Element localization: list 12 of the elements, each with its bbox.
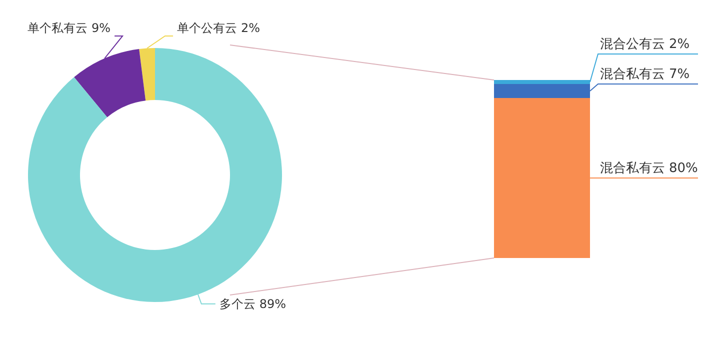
data-label: 2% bbox=[241, 21, 260, 36]
slice-label: 单个公有云 bbox=[177, 21, 238, 36]
data-label: 89% bbox=[259, 297, 286, 312]
data-label: 9% bbox=[92, 21, 111, 36]
series-label: 混合私有云 bbox=[600, 67, 665, 82]
slice-label: 单个私有云 bbox=[28, 21, 88, 36]
data-label: 80% bbox=[669, 161, 698, 176]
slice-label: 多个云 bbox=[219, 297, 256, 312]
text: 混合公有云 bbox=[600, 37, 665, 52]
data-label: 2% bbox=[669, 37, 690, 52]
series-label: 混合私有云 bbox=[600, 161, 665, 176]
data-label: 7% bbox=[669, 67, 690, 82]
